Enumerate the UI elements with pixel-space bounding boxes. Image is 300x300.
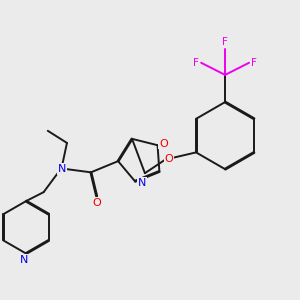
Text: N: N (20, 255, 28, 265)
Text: N: N (58, 164, 66, 174)
Text: N: N (138, 178, 146, 188)
Text: O: O (92, 198, 101, 208)
Text: O: O (159, 139, 168, 148)
Text: F: F (194, 58, 199, 68)
Text: F: F (251, 58, 257, 68)
Text: F: F (222, 37, 228, 47)
Text: O: O (164, 154, 173, 164)
